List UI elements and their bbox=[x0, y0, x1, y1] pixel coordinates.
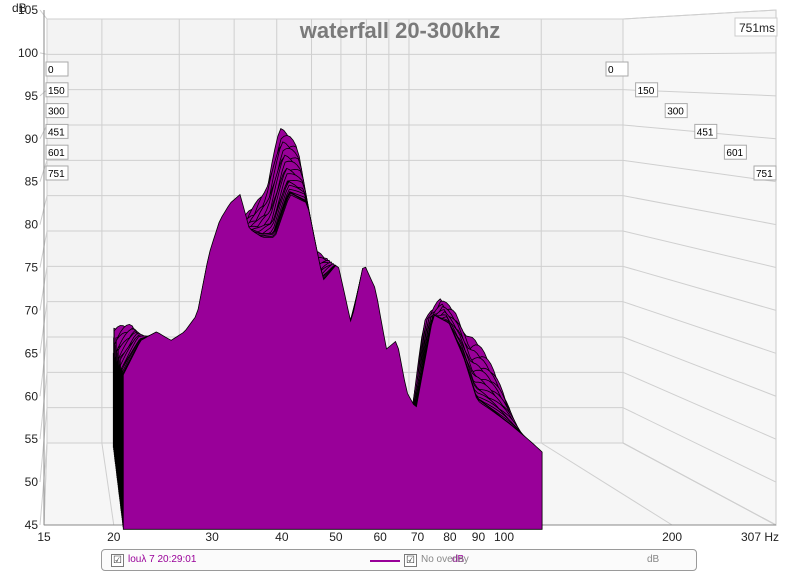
svg-text:150: 150 bbox=[638, 86, 655, 97]
time-slice-curve bbox=[122, 193, 543, 530]
svg-text:601: 601 bbox=[726, 148, 743, 159]
y-tick-label: 50 bbox=[25, 475, 39, 489]
x-tick-label: 100 bbox=[494, 530, 514, 544]
chart-title: waterfall 20-300khz bbox=[299, 18, 501, 43]
y-tick-label: 90 bbox=[25, 132, 39, 146]
x-tick-label: 80 bbox=[443, 530, 457, 544]
x-tick-label: 60 bbox=[373, 530, 387, 544]
svg-text:751: 751 bbox=[756, 169, 773, 180]
x-axis-tick-labels: 15 20 30 40 50 60 70 80 90 100 200 307 Hz bbox=[37, 530, 779, 544]
time-slice-label: 601 bbox=[45, 144, 69, 160]
waterfall-surface bbox=[112, 128, 543, 530]
time-slice-label: 150 bbox=[635, 82, 659, 98]
x-tick-label: 307 Hz bbox=[741, 530, 779, 544]
time-slice-label: 0 bbox=[45, 61, 69, 77]
x-tick-label: 40 bbox=[275, 530, 289, 544]
series-unit-label: dB bbox=[452, 554, 465, 565]
time-slice-label: 451 bbox=[45, 123, 69, 139]
svg-text:150: 150 bbox=[48, 86, 65, 97]
x-tick-label: 70 bbox=[411, 530, 425, 544]
y-tick-label: 85 bbox=[25, 175, 39, 189]
y-tick-label: 75 bbox=[25, 261, 39, 275]
time-slice-label: 751 bbox=[753, 165, 777, 181]
svg-text:0: 0 bbox=[608, 65, 614, 76]
time-slice-labels-left: 0 150 300 451 601 751 bbox=[45, 61, 69, 181]
y-tick-label: 100 bbox=[18, 46, 38, 60]
svg-text:451: 451 bbox=[48, 127, 65, 138]
series-visibility-checkbox[interactable]: ☑ bbox=[111, 554, 124, 567]
svg-text:300: 300 bbox=[48, 107, 65, 118]
y-tick-label: 105 bbox=[18, 3, 38, 17]
legend-bar: ☑ louλ 7 20:29:01 dB ☑ No overlay dB bbox=[101, 549, 697, 571]
y-tick-label: 60 bbox=[25, 389, 39, 403]
x-tick-label: 200 bbox=[662, 530, 682, 544]
svg-text:451: 451 bbox=[697, 127, 714, 138]
x-tick-label: 30 bbox=[205, 530, 219, 544]
overlay-label: No overlay bbox=[421, 554, 469, 565]
x-tick-label: 50 bbox=[329, 530, 343, 544]
y-tick-label: 55 bbox=[25, 432, 39, 446]
y-tick-label: 80 bbox=[25, 218, 39, 232]
time-slice-label: 751 bbox=[45, 165, 69, 181]
time-slice-label: 150 bbox=[45, 82, 69, 98]
y-axis-tick-labels: 105 100 95 90 85 80 75 70 65 60 55 50 45 bbox=[18, 3, 38, 532]
time-slice-label: 300 bbox=[664, 103, 688, 119]
x-tick-label: 15 bbox=[37, 530, 51, 544]
y-tick-label: 45 bbox=[25, 518, 39, 532]
series-name-label: louλ 7 20:29:01 bbox=[128, 554, 197, 565]
x-tick-label: 20 bbox=[107, 530, 121, 544]
svg-text:751ms: 751ms bbox=[739, 21, 775, 35]
time-slice-label: 0 bbox=[605, 61, 629, 77]
overlay-checkbox[interactable]: ☑ bbox=[404, 554, 417, 567]
time-corner-label: 751ms bbox=[734, 17, 778, 37]
y-tick-label: 70 bbox=[25, 303, 39, 317]
svg-text:300: 300 bbox=[667, 107, 684, 118]
svg-text:751: 751 bbox=[48, 169, 65, 180]
time-slice-label: 300 bbox=[45, 103, 69, 119]
x-tick-label: 90 bbox=[472, 530, 486, 544]
time-slice-label: 601 bbox=[723, 144, 747, 160]
series-line-swatch bbox=[370, 560, 400, 562]
y-axis-unit-label: dB bbox=[12, 1, 27, 15]
time-slice-label: 451 bbox=[694, 123, 718, 139]
svg-text:601: 601 bbox=[48, 148, 65, 159]
y-tick-label: 95 bbox=[25, 89, 39, 103]
overlay-unit-label: dB bbox=[647, 554, 660, 565]
time-slice-labels-right: 0 150 300 451 601 751 bbox=[605, 61, 777, 181]
y-tick-label: 65 bbox=[25, 346, 39, 360]
svg-text:0: 0 bbox=[48, 65, 54, 76]
